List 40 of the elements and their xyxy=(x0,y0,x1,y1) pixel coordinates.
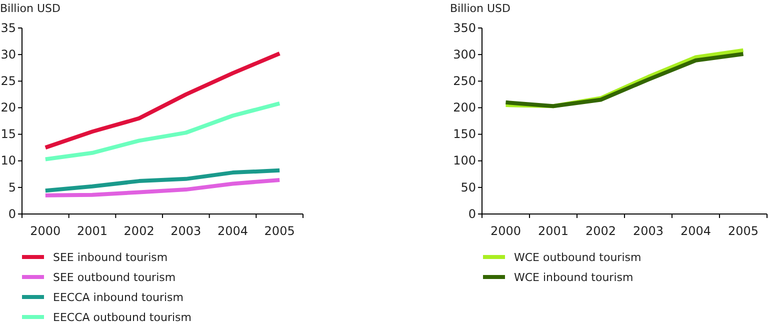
y-tick-label: 20 xyxy=(0,100,16,115)
x-tick-label: 2000 xyxy=(490,224,522,238)
y-tick-label: 30 xyxy=(0,47,16,62)
y-axis-title: Billion USD xyxy=(0,2,60,15)
y-tick-label: 100 xyxy=(453,154,476,168)
y-tick-label: 350 xyxy=(453,20,476,35)
y-tick-label: 5 xyxy=(8,180,16,194)
x-tick-label: 2003 xyxy=(170,224,202,238)
line-series xyxy=(43,178,282,198)
legend-label: SEE outbound tourism xyxy=(53,271,176,284)
legend-label: EECCA inbound tourism xyxy=(53,291,184,304)
line-series xyxy=(43,101,282,162)
y-tick-label: 50 xyxy=(460,180,476,194)
x-tick-label: 2003 xyxy=(632,224,664,238)
line-series xyxy=(43,168,282,193)
x-tick-label: 2000 xyxy=(30,224,61,238)
y-tick-label: 25 xyxy=(0,74,16,88)
y-tick-label: 250 xyxy=(453,74,476,88)
y-tick-label: 300 xyxy=(453,47,476,62)
x-tick-label: 2002 xyxy=(585,224,616,238)
y-tick-label: 0 xyxy=(8,206,16,221)
y-tick-label: 10 xyxy=(0,154,16,168)
x-tick-label: 2002 xyxy=(124,224,154,238)
y-tick-label: 200 xyxy=(453,100,476,115)
y-tick-label: 0 xyxy=(468,206,476,221)
y-tick-label: 35 xyxy=(0,20,16,35)
x-tick-label: 2001 xyxy=(538,224,569,238)
legend-label: EECCA outbound tourism xyxy=(53,311,192,324)
x-tick-label: 2004 xyxy=(217,224,248,238)
x-tick-label: 2005 xyxy=(728,224,759,238)
legend-label: WCE inbound tourism xyxy=(514,271,634,284)
legend-label: SEE inbound tourism xyxy=(53,251,168,264)
x-tick-label: 2004 xyxy=(680,224,712,238)
y-tick-label: 15 xyxy=(0,127,16,142)
y-tick-label: 150 xyxy=(453,127,476,142)
x-tick-label: 2001 xyxy=(76,224,108,238)
line-series xyxy=(43,52,282,150)
y-axis-title: Billion USD xyxy=(450,2,510,15)
legend-label: WCE outbound tourism xyxy=(514,251,642,264)
x-tick-label: 2005 xyxy=(264,224,295,238)
